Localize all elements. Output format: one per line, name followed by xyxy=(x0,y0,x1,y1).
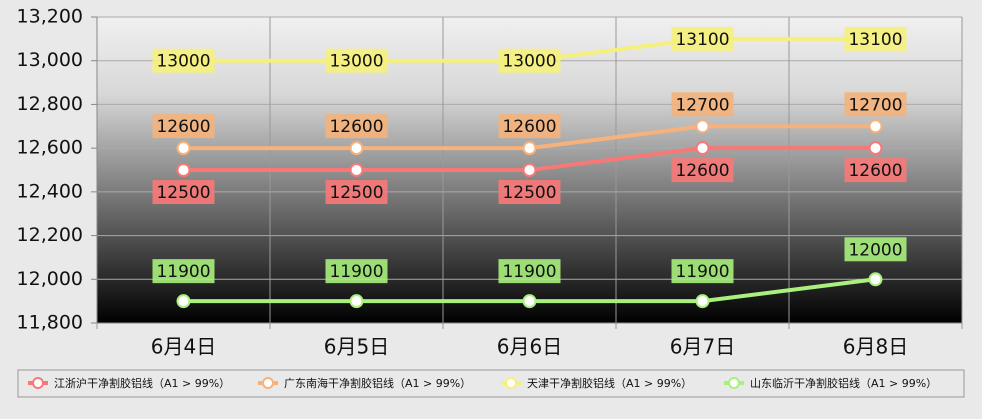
label-box xyxy=(498,48,561,73)
data-label: 12700 xyxy=(675,95,729,115)
legend-label: 江浙沪干净割胶铝线（A1 > 99%） xyxy=(54,376,230,390)
label-box xyxy=(498,259,561,284)
label-box xyxy=(844,158,907,183)
x-tick-label: 6月4日 xyxy=(151,335,216,359)
data-label: 12600 xyxy=(675,161,729,181)
point xyxy=(868,141,883,156)
data-label: 12600 xyxy=(329,117,383,137)
y-tick-label: 12,000 xyxy=(17,268,83,290)
label-box xyxy=(844,237,907,262)
data-label: 12600 xyxy=(848,161,902,181)
data-label: 13100 xyxy=(675,30,729,50)
label-box xyxy=(325,48,388,73)
x-tick-label: 6月6日 xyxy=(497,335,562,359)
data-label: 12600 xyxy=(156,117,210,137)
label-box xyxy=(152,114,215,139)
y-tick-label: 13,000 xyxy=(17,49,83,71)
data-label: 11900 xyxy=(329,262,383,282)
legend-marker xyxy=(262,377,274,389)
legend-marker xyxy=(32,377,44,389)
point xyxy=(349,163,364,177)
point xyxy=(522,163,537,177)
data-label: 11900 xyxy=(675,262,729,282)
label-box xyxy=(844,92,907,117)
point xyxy=(695,119,710,134)
y-tick-label: 13,200 xyxy=(17,6,83,28)
x-tick-label: 6月8日 xyxy=(843,335,908,359)
point xyxy=(349,141,364,156)
y-tick-label: 12,200 xyxy=(17,224,83,246)
point xyxy=(349,294,364,309)
label-box xyxy=(498,114,561,139)
point xyxy=(176,163,191,177)
data-label: 12700 xyxy=(848,95,902,115)
label-box xyxy=(152,180,215,204)
label-box xyxy=(152,259,215,284)
data-label: 11900 xyxy=(156,262,210,282)
label-box xyxy=(325,180,388,204)
label-box xyxy=(844,26,907,51)
x-tick-label: 6月5日 xyxy=(324,335,389,359)
data-label: 13100 xyxy=(848,30,902,50)
legend-label: 天津干净割胶铝线（A1 > 99%） xyxy=(527,376,692,390)
label-box xyxy=(498,180,561,204)
label-box xyxy=(671,158,734,183)
data-label: 12500 xyxy=(156,183,210,203)
data-label: 12500 xyxy=(329,183,383,203)
point xyxy=(522,141,537,156)
x-tick-label: 6月7日 xyxy=(670,335,735,359)
label-box xyxy=(671,26,734,51)
point xyxy=(176,294,191,309)
legend-label: 山东临沂干净割胶铝线（A1 > 99%） xyxy=(750,376,937,390)
point xyxy=(695,141,710,156)
legend-marker xyxy=(728,377,740,389)
data-label: 12000 xyxy=(848,240,902,260)
label-box xyxy=(325,259,388,284)
label-box xyxy=(671,259,734,284)
label-box xyxy=(671,92,734,117)
data-label: 13000 xyxy=(156,52,210,72)
data-label: 12500 xyxy=(502,183,556,203)
data-label: 11900 xyxy=(502,262,556,282)
legend-label: 广东南海干净割胶铝线（A1 > 99%） xyxy=(284,376,471,390)
label-box xyxy=(325,114,388,139)
data-label: 12600 xyxy=(502,117,556,137)
y-tick-label: 12,400 xyxy=(17,180,83,202)
label-box xyxy=(152,48,215,73)
y-tick-label: 12,600 xyxy=(17,137,83,159)
data-label: 13000 xyxy=(502,52,556,72)
point xyxy=(868,119,883,134)
point xyxy=(695,294,710,309)
legend-marker xyxy=(505,377,517,389)
data-label: 13000 xyxy=(329,52,383,72)
point xyxy=(176,141,191,156)
point xyxy=(868,272,883,287)
y-tick-label: 12,800 xyxy=(17,93,83,115)
legend-box xyxy=(17,369,965,398)
y-tick-label: 11,800 xyxy=(17,312,83,334)
point xyxy=(522,294,537,309)
